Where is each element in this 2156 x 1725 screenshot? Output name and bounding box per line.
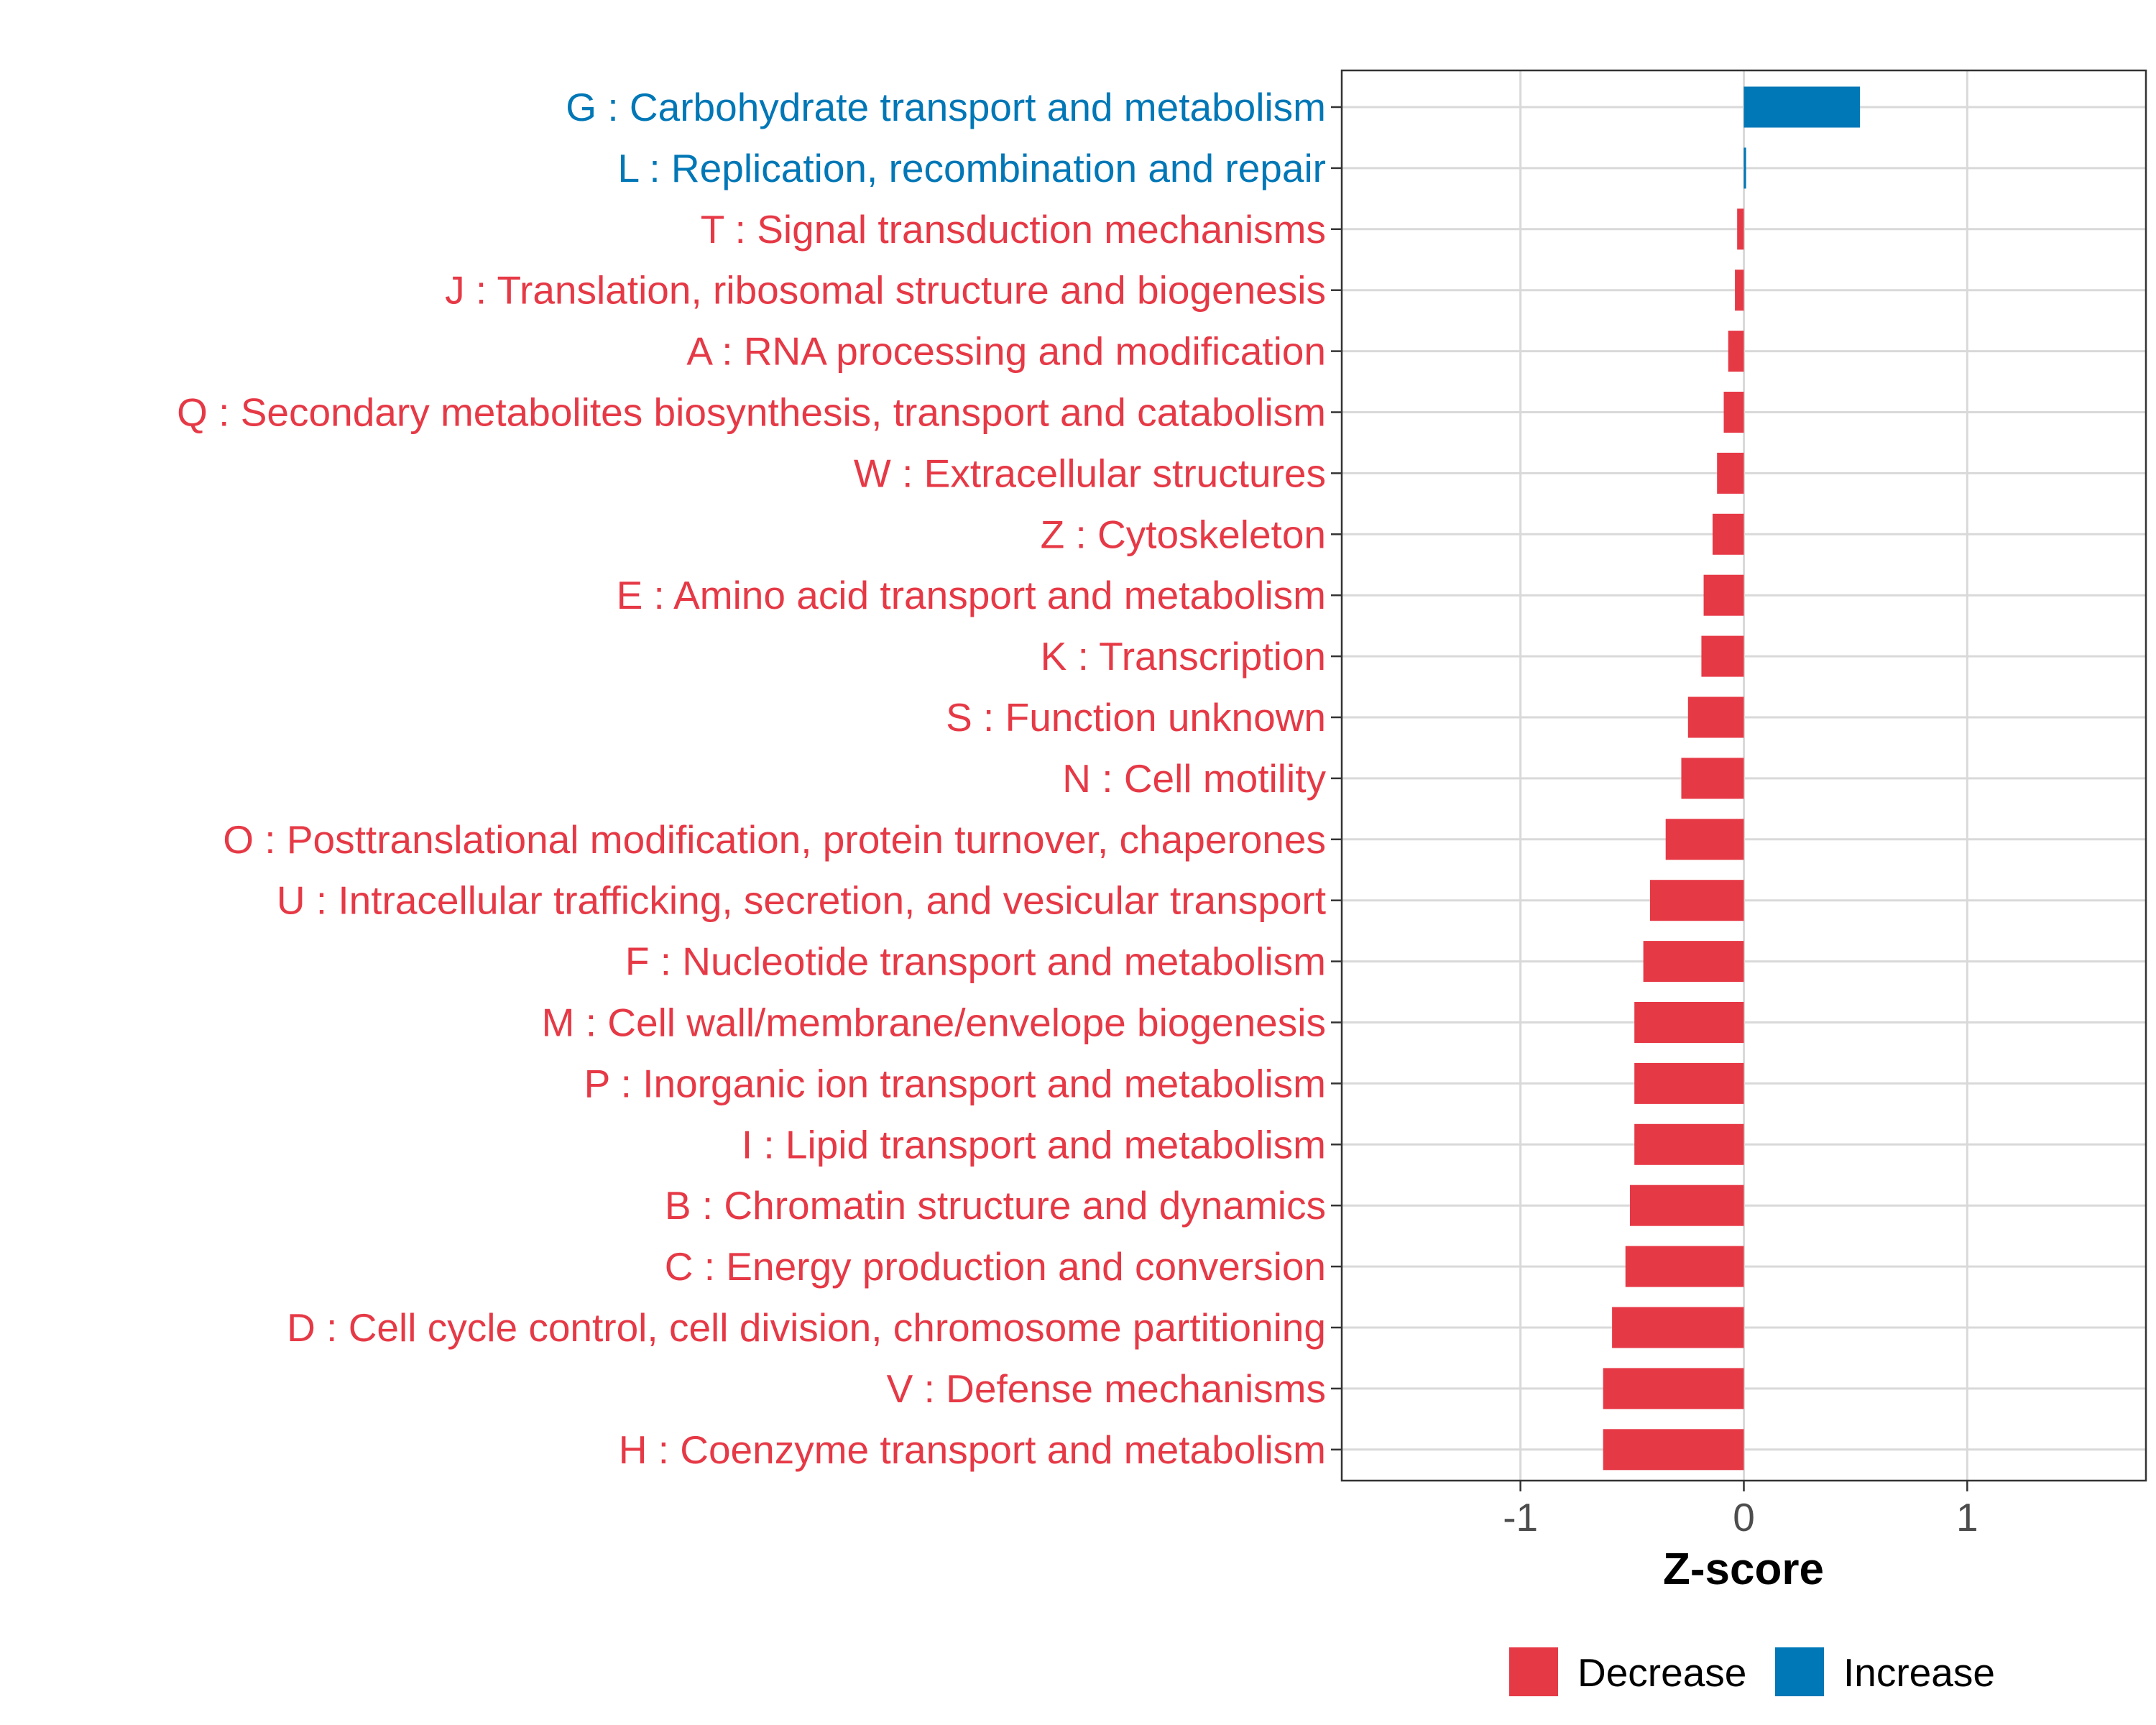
- bar: [1612, 1307, 1744, 1348]
- x-axis-label: Z-score: [1663, 1545, 1824, 1594]
- y-tick-label: O : Posttranslational modification, prot…: [223, 817, 1326, 862]
- y-tick-label: Q : Secondary metabolites biosynthesis, …: [177, 390, 1326, 435]
- bar: [1703, 574, 1744, 616]
- y-tick-label: J : Translation, ribosomal structure and…: [445, 268, 1326, 313]
- y-tick-label: N : Cell motility: [1062, 756, 1326, 801]
- y-tick-label: V : Defense mechanisms: [887, 1366, 1326, 1411]
- y-tick-label: I : Lipid transport and metabolism: [742, 1122, 1326, 1167]
- y-tick-label: P : Inorganic ion transport and metaboli…: [584, 1061, 1326, 1105]
- bar: [1629, 1184, 1744, 1226]
- bar: [1701, 635, 1744, 677]
- bar: [1634, 1062, 1744, 1104]
- legend-key: [1509, 1647, 1558, 1696]
- y-axis: G : Carbohydrate transport and metabolis…: [177, 85, 1342, 1472]
- x-axis: -1 0 1: [1503, 1481, 1978, 1540]
- y-tick-label: F : Nucleotide transport and metabolism: [625, 939, 1326, 984]
- legend-key: [1775, 1647, 1824, 1696]
- bar: [1743, 147, 1746, 189]
- x-tick-label: 1: [1956, 1495, 1978, 1540]
- bar: [1728, 331, 1744, 372]
- bar: [1634, 1002, 1744, 1043]
- bar: [1687, 696, 1744, 738]
- legend-label: Decrease: [1577, 1650, 1746, 1695]
- y-tick-label: S : Function unknown: [946, 695, 1326, 740]
- bar: [1717, 452, 1744, 494]
- bar: [1712, 513, 1744, 555]
- bar: [1603, 1429, 1744, 1471]
- y-tick-label: C : Energy production and conversion: [665, 1244, 1326, 1289]
- y-tick-label: E : Amino acid transport and metabolism: [617, 573, 1326, 617]
- bar: [1649, 880, 1744, 921]
- bar: [1723, 392, 1744, 433]
- bar: [1603, 1368, 1744, 1409]
- y-tick-label: B : Chromatin structure and dynamics: [665, 1183, 1326, 1228]
- y-tick-label: M : Cell wall/membrane/envelope biogenes…: [542, 1000, 1326, 1045]
- y-tick-label: K : Transcription: [1041, 634, 1326, 678]
- y-tick-label: T : Signal transduction mechanisms: [701, 207, 1326, 252]
- y-tick-label: U : Intracellular trafficking, secretion…: [277, 878, 1326, 923]
- y-tick-label: L : Replication, recombination and repai…: [618, 146, 1326, 190]
- legend-label: Increase: [1843, 1650, 1995, 1695]
- y-tick-label: H : Coenzyme transport and metabolism: [619, 1427, 1326, 1472]
- bar: [1643, 941, 1744, 983]
- y-tick-label: Z : Cytoskeleton: [1041, 512, 1326, 556]
- y-tick-label: D : Cell cycle control, cell division, c…: [287, 1305, 1326, 1350]
- x-tick-label: 0: [1733, 1495, 1755, 1540]
- bar: [1665, 819, 1744, 860]
- x-tick-label: -1: [1503, 1495, 1538, 1540]
- bar: [1735, 270, 1744, 311]
- bar: [1634, 1123, 1744, 1165]
- legend: Decrease Increase: [1509, 1647, 1995, 1696]
- y-tick-label: G : Carbohydrate transport and metabolis…: [566, 85, 1326, 129]
- y-tick-label: W : Extracellular structures: [854, 451, 1326, 495]
- bar: [1737, 208, 1744, 250]
- bars: [1603, 86, 1861, 1471]
- y-tick-label: A : RNA processing and modification: [686, 329, 1326, 374]
- bar: [1625, 1246, 1744, 1287]
- bar: [1681, 758, 1744, 799]
- bar: [1743, 86, 1861, 128]
